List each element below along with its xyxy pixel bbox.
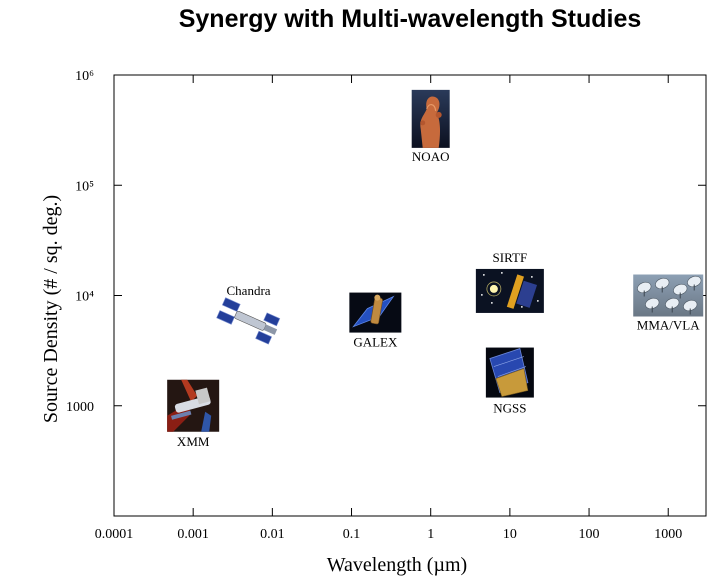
data-label: NOAO: [412, 149, 450, 164]
x-tick-label: 100: [579, 527, 600, 542]
chandra-satellite-icon: [216, 297, 281, 345]
data-label: MMA/VLA: [637, 318, 700, 333]
x-tick-label: 1: [427, 527, 434, 542]
xmm-satellite-icon: [167, 379, 220, 432]
x-axis-ticks: 0.0001 0.001 0.01 0.1 1 10 100 1000: [95, 75, 682, 542]
plot-frame: [113, 74, 707, 517]
sirtf-telescope-icon: [475, 268, 544, 313]
chart-title: Synergy with Multi-wavelength Studies: [179, 5, 642, 33]
x-tick-label: 0.1: [343, 527, 361, 542]
data-point: XMM: [167, 379, 220, 449]
y-tick-label: 10⁶: [75, 69, 94, 84]
data-points: XMM Chandra GALEX NOAO SIRTF NGSS MMA/VLA: [167, 89, 704, 449]
y-tick-label: 10⁵: [75, 179, 94, 194]
y-axis-ticks: 1000 10⁴ 10⁵ 10⁶: [66, 69, 706, 415]
x-tick-label: 10: [503, 527, 517, 542]
x-axis-label: Wavelength (µm): [327, 554, 467, 576]
data-point: Chandra: [216, 283, 281, 345]
x-tick-label: 0.0001: [95, 527, 134, 542]
x-tick-label: 0.01: [260, 527, 285, 542]
data-point: MMA/VLA: [633, 274, 704, 333]
data-point: NGSS: [485, 347, 534, 416]
x-tick-label: 0.001: [177, 527, 209, 542]
data-label: Chandra: [226, 283, 270, 298]
data-label: GALEX: [353, 335, 398, 350]
y-tick-label: 1000: [66, 400, 94, 415]
data-label: XMM: [177, 434, 210, 449]
data-point: SIRTF: [475, 250, 544, 313]
data-label: SIRTF: [493, 250, 528, 265]
noao-pillar-icon: [411, 89, 450, 148]
data-point: NOAO: [411, 89, 450, 164]
y-tick-label: 10⁴: [75, 290, 94, 305]
mma-vla-dishes-icon: [633, 274, 704, 317]
y-axis-label: Source Density (# / sq. deg.): [40, 195, 62, 423]
x-tick-label: 1000: [654, 527, 682, 542]
data-point: GALEX: [349, 292, 402, 350]
ngss-telescope-icon: [485, 347, 534, 398]
galex-satellite-icon: [349, 292, 402, 333]
data-label: NGSS: [493, 401, 526, 416]
